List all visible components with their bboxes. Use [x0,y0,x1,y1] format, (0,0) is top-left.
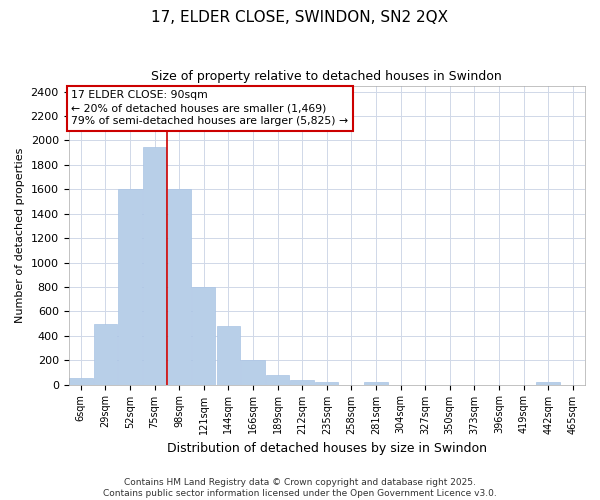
Bar [118,190,142,384]
Bar [217,326,240,384]
Bar [241,360,265,384]
Title: Size of property relative to detached houses in Swindon: Size of property relative to detached ho… [151,70,502,83]
Bar [167,190,191,384]
Text: Contains HM Land Registry data © Crown copyright and database right 2025.
Contai: Contains HM Land Registry data © Crown c… [103,478,497,498]
Y-axis label: Number of detached properties: Number of detached properties [15,148,25,323]
Bar [143,146,166,384]
Text: 17, ELDER CLOSE, SWINDON, SN2 2QX: 17, ELDER CLOSE, SWINDON, SN2 2QX [151,10,449,25]
Bar [315,382,338,384]
X-axis label: Distribution of detached houses by size in Swindon: Distribution of detached houses by size … [167,442,487,455]
Text: 17 ELDER CLOSE: 90sqm
← 20% of detached houses are smaller (1,469)
79% of semi-d: 17 ELDER CLOSE: 90sqm ← 20% of detached … [71,90,348,126]
Bar [536,382,560,384]
Bar [69,378,92,384]
Bar [364,382,388,384]
Bar [266,375,289,384]
Bar [290,380,314,384]
Bar [94,324,117,384]
Bar [192,287,215,384]
